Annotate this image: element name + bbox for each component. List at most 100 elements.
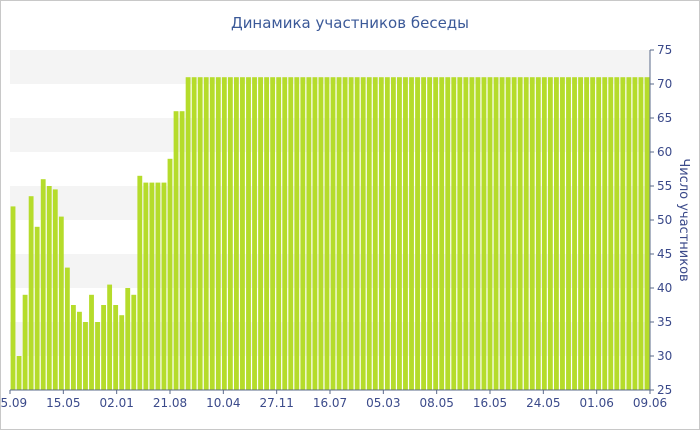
bar	[415, 77, 420, 390]
bar	[366, 77, 372, 390]
bar	[209, 77, 215, 390]
bar	[354, 77, 360, 390]
x-tick-label: 27.11	[259, 396, 293, 410]
bar	[421, 77, 427, 390]
bar	[384, 77, 390, 390]
bar	[403, 77, 408, 390]
bar	[258, 77, 263, 390]
bar	[578, 77, 583, 390]
bar	[439, 77, 445, 390]
bar	[572, 77, 577, 390]
y-ticks: 25 30 35 40 45 50 55 60 65 70 75	[650, 43, 672, 397]
bar	[372, 77, 378, 390]
y-tick-label: 70	[657, 77, 672, 91]
bar	[517, 77, 523, 390]
bar	[511, 77, 517, 390]
bar	[89, 294, 94, 390]
bar	[608, 77, 614, 390]
bar	[318, 77, 324, 390]
bar	[360, 77, 366, 390]
bar	[125, 288, 131, 390]
x-tick-label: 08.05	[419, 396, 453, 410]
bar	[155, 182, 161, 390]
bar	[324, 77, 330, 390]
bar	[312, 77, 318, 390]
bar	[252, 77, 257, 390]
bar	[167, 158, 173, 390]
bar	[264, 77, 270, 390]
x-tick-label: 05.03	[366, 396, 400, 410]
bar	[644, 77, 650, 390]
bar	[203, 77, 209, 390]
bar	[451, 77, 457, 390]
x-tick-label: 16.07	[313, 396, 347, 410]
bar	[234, 77, 239, 390]
bar	[246, 77, 251, 390]
bar	[348, 77, 354, 390]
bar	[161, 182, 167, 390]
bar	[409, 77, 414, 390]
bar	[58, 216, 64, 390]
bar	[240, 77, 245, 390]
bar	[149, 182, 155, 390]
y-tick-label: 50	[657, 213, 672, 227]
bar	[566, 77, 571, 390]
y-tick-label: 55	[657, 179, 672, 193]
bar	[40, 179, 46, 390]
bar	[547, 77, 553, 390]
bar	[143, 182, 149, 390]
bar	[10, 206, 16, 390]
chart-title: Динамика участников беседы	[230, 14, 470, 32]
bar	[173, 111, 179, 390]
bar	[16, 356, 22, 390]
bar	[602, 77, 608, 390]
bar	[626, 77, 632, 390]
bar	[475, 77, 481, 390]
y-tick-label: 35	[657, 315, 672, 329]
bar	[107, 284, 113, 390]
bar	[632, 77, 638, 390]
bar	[95, 322, 100, 390]
bar	[288, 77, 294, 390]
x-tick-label: 09.06	[633, 396, 667, 410]
y-tick-label: 25	[657, 383, 672, 397]
bar	[185, 77, 191, 390]
bar	[294, 77, 300, 390]
bar	[529, 77, 535, 390]
x-tick-label: 02.01	[99, 396, 133, 410]
x-tick-label: 01.06	[579, 396, 613, 410]
bar	[306, 77, 312, 390]
y-axis-title: Число участников	[676, 158, 691, 281]
bar	[505, 77, 511, 390]
bar	[469, 77, 475, 390]
bar	[300, 77, 306, 390]
bar	[390, 77, 396, 390]
bar	[215, 77, 221, 390]
x-tick-label: 15.05	[46, 396, 80, 410]
y-tick-label: 30	[657, 349, 672, 363]
y-tick-label: 75	[657, 43, 672, 57]
bar	[282, 77, 288, 390]
bar	[137, 175, 143, 390]
bar	[445, 77, 451, 390]
bar	[131, 294, 137, 390]
x-ticks: 25.09 15.05 02.01 21.08 10.04 27.11 16.07 05.03…	[0, 390, 667, 410]
bar	[28, 196, 34, 390]
bar	[46, 186, 52, 390]
bar	[64, 267, 70, 390]
bar	[270, 77, 276, 390]
bar	[52, 189, 58, 390]
bar	[227, 77, 233, 390]
bar	[83, 322, 88, 390]
bar	[554, 77, 559, 390]
bar	[535, 77, 541, 390]
bar	[330, 77, 336, 390]
bar	[119, 315, 125, 390]
bar	[191, 77, 197, 390]
bar	[22, 294, 28, 390]
bar	[77, 311, 82, 390]
bar	[487, 77, 493, 390]
x-tick-label: 10.04	[206, 396, 240, 410]
bar	[342, 77, 348, 390]
bars	[10, 77, 650, 390]
